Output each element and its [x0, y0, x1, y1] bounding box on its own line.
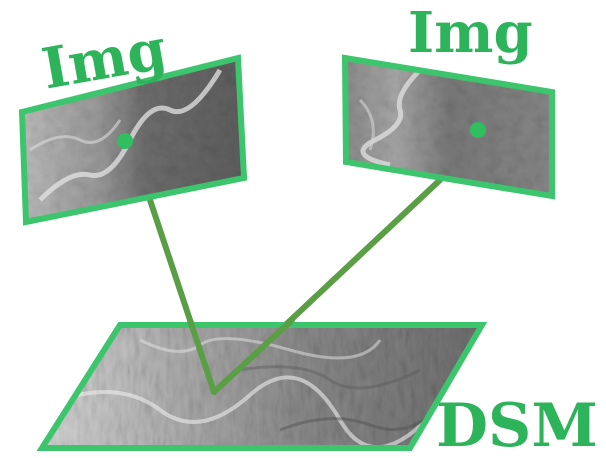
left-image-panel — [18, 54, 248, 226]
connection-line-ends — [187, 317, 295, 395]
dsm-frame — [36, 322, 488, 451]
right-image-label: Img — [408, 0, 533, 66]
left-image-frame — [18, 54, 248, 226]
dsm-surface — [36, 322, 488, 451]
left-image-point-marker — [117, 133, 133, 149]
right-image-frame — [341, 54, 555, 200]
right-image-panel — [341, 54, 555, 200]
right-image-point-marker — [470, 122, 486, 138]
dsm-label: DSM — [436, 391, 598, 458]
